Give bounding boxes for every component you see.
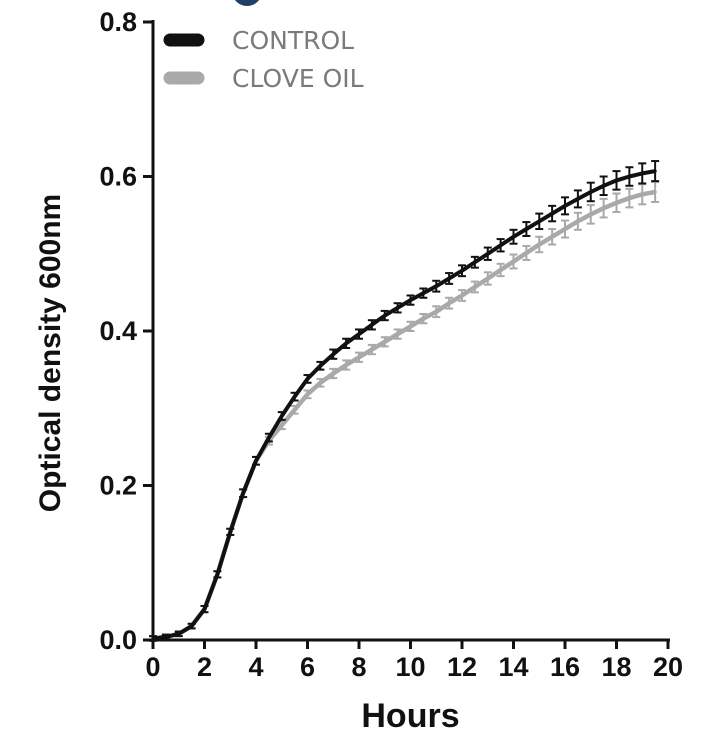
- series-control: [149, 160, 660, 642]
- data-point: [460, 269, 464, 273]
- data-point: [370, 323, 374, 327]
- data-point: [550, 235, 554, 239]
- data-point: [486, 276, 490, 281]
- data-point: [318, 381, 322, 385]
- data-point: [511, 235, 516, 239]
- series-clove-oil: [149, 180, 660, 642]
- data-point: [293, 395, 297, 399]
- data-point: [370, 347, 374, 352]
- data-point: [473, 285, 477, 289]
- x-axis-title: Hours: [361, 697, 459, 732]
- data-point: [331, 371, 335, 376]
- y-tick-label: 0.4: [99, 316, 137, 346]
- x-tick-label: 6: [300, 652, 315, 682]
- data-point: [614, 201, 619, 205]
- data-point: [177, 632, 181, 636]
- legend-label-clove-oil: CLOVE OIL: [232, 64, 364, 93]
- data-point: [280, 414, 284, 418]
- data-point: [434, 310, 438, 314]
- data-point: [357, 332, 361, 336]
- data-point: [576, 219, 580, 223]
- y-axis-title: Optical density 600nm: [34, 194, 67, 512]
- x-tick-label: 10: [395, 652, 425, 682]
- data-point: [537, 219, 541, 223]
- title-fragment: [232, 0, 262, 6]
- data-point: [383, 340, 387, 344]
- data-point: [589, 212, 593, 216]
- x-tick-label: 0: [145, 652, 160, 682]
- data-point: [627, 196, 631, 200]
- data-point: [524, 227, 528, 231]
- data-point: [640, 192, 644, 196]
- y-tick-label: 0.2: [99, 471, 137, 501]
- data-point: [421, 291, 425, 295]
- data-point: [190, 624, 194, 628]
- data-point: [473, 260, 477, 264]
- data-point: [640, 171, 644, 176]
- data-point: [383, 313, 387, 318]
- data-point: [563, 227, 567, 231]
- data-point: [202, 607, 207, 611]
- data-point: [267, 436, 271, 440]
- data-point: [241, 491, 245, 495]
- y-tick-label: 0.0: [99, 625, 137, 655]
- y-tick-label: 0.8: [99, 7, 137, 37]
- data-point: [447, 301, 451, 305]
- series-line-control: [152, 169, 656, 641]
- data-point: [408, 298, 413, 302]
- data-point: [254, 459, 258, 463]
- data-point: [305, 377, 310, 381]
- x-tick-label: 18: [601, 652, 631, 682]
- data-point: [589, 190, 593, 194]
- data-point: [215, 572, 219, 576]
- data-point: [486, 252, 490, 256]
- data-point: [344, 363, 348, 367]
- data-point: [396, 332, 400, 336]
- data-point: [164, 635, 168, 639]
- data-point: [293, 408, 297, 412]
- series-line-clove-oil: [152, 189, 656, 641]
- data-point: [602, 184, 606, 188]
- x-tick-label: 14: [498, 652, 528, 682]
- data-point: [344, 341, 348, 345]
- data-point: [434, 284, 438, 288]
- ticks-layer: 0.0 0.2 0.4 0.6 0.8 0 2 4 6 8 10 12 14 16 18 20: [99, 7, 683, 682]
- data-point: [602, 206, 606, 210]
- data-point: [408, 324, 413, 328]
- data-point: [396, 306, 400, 310]
- data-point: [627, 174, 631, 179]
- data-point: [614, 178, 619, 182]
- data-point: [228, 530, 232, 534]
- data-point: [305, 392, 310, 396]
- data-point: [653, 190, 657, 194]
- data-point: [537, 242, 541, 247]
- data-point: [563, 204, 567, 208]
- x-tick-label: 4: [248, 652, 263, 682]
- legend-label-control: CONTROL: [232, 26, 354, 55]
- data-point: [447, 276, 451, 281]
- data-point: [331, 352, 335, 356]
- legend: CONTROL CLOVE OIL: [163, 26, 364, 93]
- data-point: [653, 169, 657, 173]
- data-point: [421, 317, 425, 321]
- data-point: [499, 268, 503, 272]
- x-tick-label: 2: [197, 652, 212, 682]
- x-tick-label: 8: [351, 652, 366, 682]
- data-point: [576, 197, 580, 201]
- data-point: [550, 211, 554, 216]
- data-point: [460, 293, 464, 298]
- series-layer: [149, 160, 660, 642]
- data-point: [524, 251, 528, 255]
- data-point: [280, 423, 284, 427]
- data-point: [511, 259, 516, 264]
- x-tick-label: 12: [447, 652, 477, 682]
- data-point: [499, 243, 503, 247]
- x-tick-label: 16: [550, 652, 580, 682]
- x-tick-label: 20: [653, 652, 683, 682]
- y-tick-label: 0.6: [99, 162, 137, 192]
- data-point: [357, 355, 361, 359]
- data-point: [318, 364, 322, 368]
